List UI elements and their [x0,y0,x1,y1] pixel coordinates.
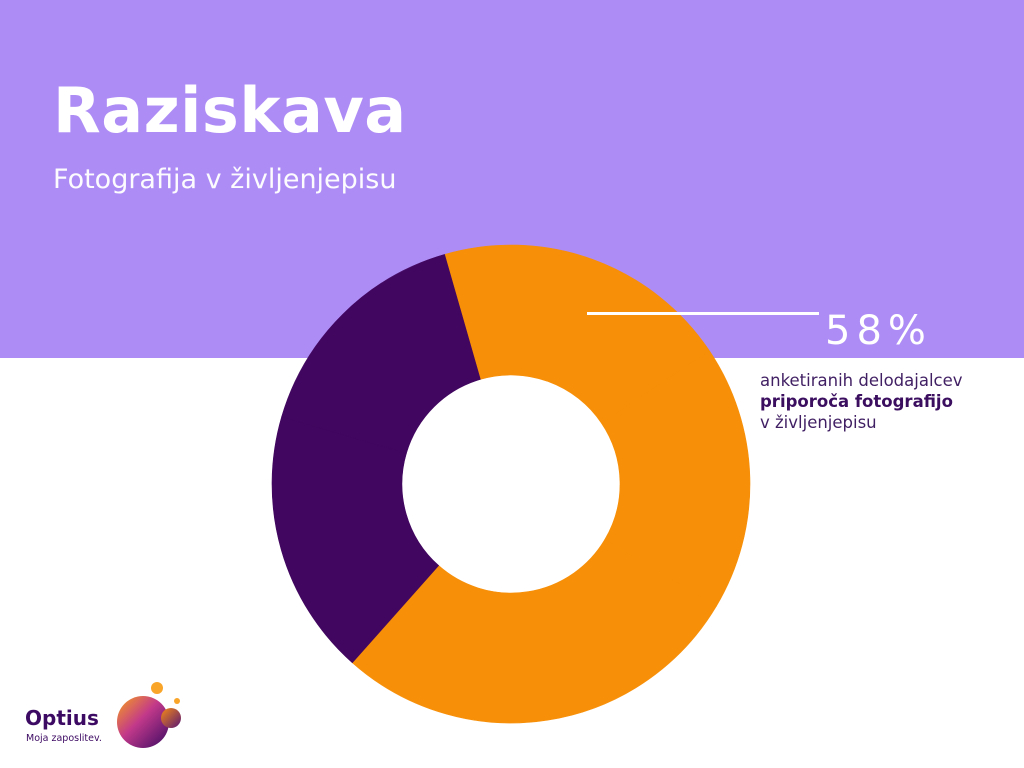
callout-line [587,312,819,315]
callout-line-2: priporoča fotografijo [760,392,953,411]
page-title: Raziskava [53,74,407,147]
logo-tagline: Moja zaposlitev. [26,733,102,744]
donut-slice-4 [281,253,482,454]
callout-value: 58% [825,308,932,354]
donut-slice-2 [351,539,717,724]
logo-mark-icon [117,682,181,748]
donut-slice-5 [444,244,710,424]
page-subtitle: Fotografija v življenjepisu [53,164,397,195]
logo-name: Optius [25,706,99,730]
donut-slice-3 [271,416,440,664]
callout-line-1: anketiranih delodajalcev [760,371,963,390]
optius-logo[interactable]: Optius Moja zaposlitev. [25,680,195,750]
callout-line-3: v življenjepisu [760,413,877,432]
callout-text: anketiranih delodajalcev priporoča fotog… [760,370,1020,433]
donut-slices [271,244,751,724]
donut-slice-1 [600,349,751,607]
